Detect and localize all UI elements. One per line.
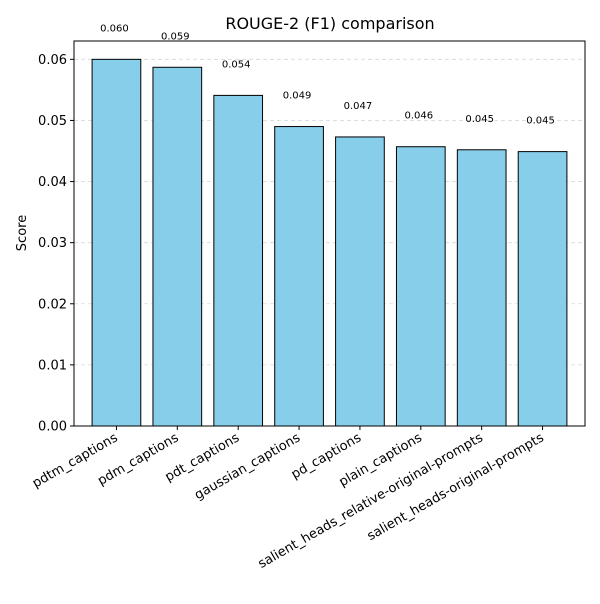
value-label: 0.045 <box>526 116 555 127</box>
bar-pdtm_captions <box>91 58 142 427</box>
bar-plain_captions <box>395 146 446 427</box>
value-labels: 0.060 0.059 0.054 0.049 0.047 0.046 0.045 0.045 <box>100 23 555 126</box>
axes <box>73 40 586 427</box>
value-label: 0.047 <box>344 101 373 112</box>
plot-frame <box>73 40 586 427</box>
y-tick-label: 0.01 <box>38 358 67 373</box>
value-label: 0.046 <box>404 111 433 122</box>
y-tick-label: 0.05 <box>38 114 67 129</box>
bar-salient_heads_relative-original-prompts <box>456 149 507 427</box>
bar-gaussian_captions <box>274 126 324 427</box>
bar-pdm_captions <box>152 66 203 427</box>
gridlines <box>74 58 585 427</box>
x-tick-label: gaussian_captions <box>192 430 303 503</box>
x-tick-label: salient_heads_relative-original-prompts <box>256 430 486 572</box>
y-tick-label: 0.06 <box>38 53 67 68</box>
value-label: 0.049 <box>283 91 312 102</box>
bars <box>91 58 568 427</box>
y-tick-label: 0.03 <box>38 236 67 251</box>
y-tick-label: 0.04 <box>38 175 67 190</box>
x-ticks: pdtm_captionspdm_captionspdt_captionsgau… <box>30 426 547 572</box>
bar-pdt_captions <box>213 94 264 427</box>
value-label: 0.059 <box>161 31 190 42</box>
value-label: 0.054 <box>222 59 251 70</box>
y-tick-label: 0.02 <box>38 297 67 312</box>
value-label: 0.045 <box>465 114 494 125</box>
bar-pd_captions <box>335 136 385 427</box>
value-label: 0.060 <box>100 23 129 34</box>
y-ticks: 0.00 0.01 0.02 0.03 0.04 0.05 0.06 <box>38 53 74 435</box>
y-tick-label: 0.00 <box>38 420 67 435</box>
y-axis-label: Score <box>15 215 30 251</box>
bar-salient_heads-original-prompts <box>517 151 568 427</box>
chart-title: ROUGE-2 (F1) comparison <box>225 14 434 33</box>
